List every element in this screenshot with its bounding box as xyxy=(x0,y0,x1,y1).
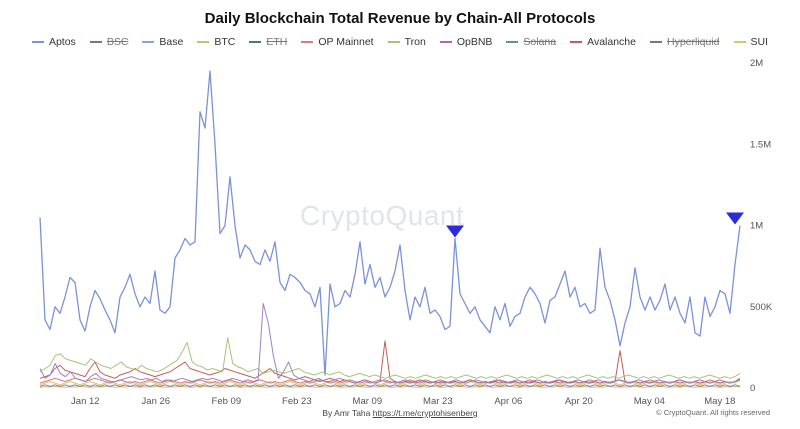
legend-item-11[interactable]: SUI xyxy=(733,36,769,48)
series-line-avalanche xyxy=(39,340,741,384)
x-tick-label: Mar 09 xyxy=(353,396,383,407)
series-line-base xyxy=(39,303,741,384)
legend-swatch xyxy=(197,41,210,43)
signal-marker-1 xyxy=(726,212,744,225)
legend-label: Base xyxy=(159,36,184,48)
legend-swatch xyxy=(249,41,262,43)
legend-item-9[interactable]: Avalanche xyxy=(570,36,636,48)
y-tick-label: 2M xyxy=(750,58,763,69)
legend-swatch xyxy=(31,41,44,43)
x-tick-label: Apr 20 xyxy=(565,396,593,407)
y-tick-label: 500K xyxy=(750,302,773,313)
x-tick-label: Mar 23 xyxy=(423,396,453,407)
legend-label: BTC xyxy=(214,36,236,48)
legend-label: ETH xyxy=(266,36,288,48)
y-tick-label: 1M xyxy=(750,221,763,232)
y-axis: 0 500K 1M 1.5M 2M xyxy=(750,58,773,394)
x-tick-label: May 18 xyxy=(704,396,735,407)
legend-swatch xyxy=(301,41,314,43)
y-tick-label: 1.5M xyxy=(750,139,771,150)
x-tick-label: Jan 26 xyxy=(142,396,171,407)
legend-item-5[interactable]: OP Mainnet xyxy=(301,36,374,48)
legend-swatch xyxy=(439,41,452,43)
x-tick-label: May 04 xyxy=(634,396,665,407)
series-line-btc xyxy=(39,386,741,388)
legend-label: Hyperliquid xyxy=(666,36,720,48)
legend-item-3[interactable]: BTC xyxy=(197,36,235,48)
copyright: © CryptoQuant. All rights reserved xyxy=(656,408,770,417)
x-tick-label: Apr 06 xyxy=(494,396,522,407)
legend-swatch xyxy=(89,41,102,43)
legend-item-7[interactable]: OpBNB xyxy=(439,36,493,48)
series-line-aptos xyxy=(39,70,741,376)
chart-legend: Aptos BSC Base BTC ETH OP Mainnet Tron OpBNB Sol… xyxy=(0,36,800,48)
byline: By Amr Taha https://t.me/cryptohisenberg xyxy=(0,408,800,418)
legend-item-8[interactable]: Solana xyxy=(506,36,556,48)
series-layer xyxy=(39,70,741,388)
legend-swatch xyxy=(506,41,519,43)
legend-label: OpBNB xyxy=(456,36,493,48)
legend-swatch xyxy=(649,41,662,43)
legend-swatch xyxy=(142,41,155,43)
byline-prefix: By Amr Taha xyxy=(322,408,373,418)
legend-label: Avalanche xyxy=(587,36,636,48)
legend-item-6[interactable]: Tron xyxy=(387,36,426,48)
x-tick-label: Feb 23 xyxy=(282,396,312,407)
byline-link[interactable]: https://t.me/cryptohisenberg xyxy=(372,408,478,418)
legend-label: SUI xyxy=(750,36,769,48)
legend-swatch xyxy=(733,41,746,43)
legend-item-0[interactable]: Aptos xyxy=(31,36,76,48)
marker-layer xyxy=(446,212,744,238)
x-tick-label: Feb 09 xyxy=(212,396,242,407)
legend-label: BSC xyxy=(106,36,129,48)
y-tick-label: 0 xyxy=(750,383,755,394)
series-line-tron xyxy=(39,337,741,379)
legend-swatch xyxy=(570,41,583,43)
legend-label: Solana xyxy=(523,36,557,48)
legend-label: OP Mainnet xyxy=(318,36,374,48)
legend-label: Aptos xyxy=(48,36,76,48)
signal-marker-0 xyxy=(446,225,464,238)
series-line-op-mainnet xyxy=(39,377,741,384)
legend-item-1[interactable]: BSC xyxy=(89,36,129,48)
legend-item-4[interactable]: ETH xyxy=(249,36,287,48)
chart-title: Daily Blockchain Total Revenue by Chain-… xyxy=(204,10,596,27)
watermark: CryptoQuant xyxy=(300,200,465,231)
legend-item-10[interactable]: Hyperliquid xyxy=(649,36,720,48)
series-line-opbnb xyxy=(39,384,741,387)
x-tick-label: Jan 12 xyxy=(71,396,100,407)
legend-item-2[interactable]: Base xyxy=(142,36,183,48)
legend-swatch xyxy=(387,41,400,43)
x-axis: Jan 12 Jan 26 Feb 09 Feb 23 Mar 09 Mar 23 Apr … xyxy=(71,396,735,407)
legend-label: Tron xyxy=(404,36,426,48)
